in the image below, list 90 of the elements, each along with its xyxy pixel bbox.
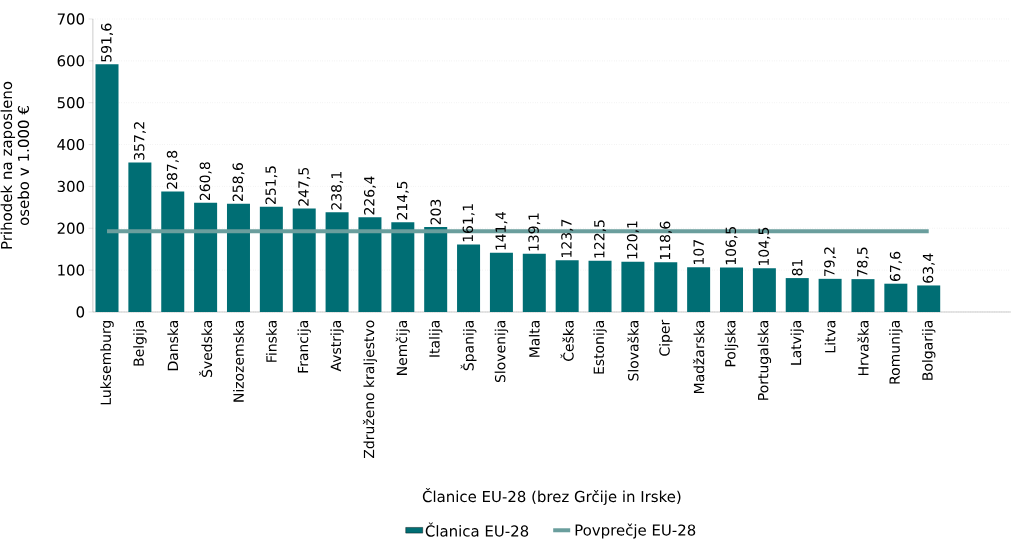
data-label: 104,5 <box>758 227 771 266</box>
x-tick-label: Luksemburg <box>100 321 114 405</box>
data-label: 67,6 <box>889 251 902 282</box>
x-tick-label: Češka <box>560 321 574 361</box>
bar <box>391 222 415 312</box>
x-tick-label: Romunija <box>889 321 903 384</box>
x-tick-label: Hrvaška <box>857 321 869 376</box>
data-label: 226,4 <box>363 176 376 215</box>
y-axis-title: Prihodek na zaposleno osebo v 1.000 € <box>0 81 30 249</box>
data-label: 107 <box>693 240 704 264</box>
bar <box>621 261 645 312</box>
bar <box>851 279 875 312</box>
bar <box>752 268 776 312</box>
bar <box>917 285 941 312</box>
bar <box>555 260 579 312</box>
bar <box>128 162 152 312</box>
x-tick-label: Združeno kraljestvo <box>362 320 377 459</box>
data-label: 591,6 <box>101 23 113 62</box>
x-tick-label: Avstrija <box>330 321 344 372</box>
data-label: 247,5 <box>298 167 311 206</box>
x-tick-label: Italija <box>428 321 443 357</box>
bar <box>687 267 711 312</box>
bar <box>194 202 218 312</box>
data-label: 203 <box>430 199 441 225</box>
x-axis-title: Članice EU-28 (brez Grčije in Irske) <box>422 488 681 506</box>
bar <box>226 203 250 312</box>
bar <box>522 253 546 312</box>
x-tick-label: Poljska <box>724 321 739 367</box>
bar <box>654 262 678 312</box>
x-tick-label: Danska <box>167 321 179 371</box>
x-tick-label: Madžarska <box>692 321 705 394</box>
data-label: 214,5 <box>396 181 409 220</box>
legend-label: Članica EU-28 <box>425 522 529 537</box>
data-label: 120,1 <box>626 221 639 259</box>
x-tick-label: Nemčija <box>395 321 410 375</box>
data-label: 122,5 <box>594 220 607 258</box>
data-label: 106,5 <box>725 227 738 265</box>
y-tick-label: 600 <box>57 55 85 67</box>
data-label: 141,4 <box>495 211 508 250</box>
y-tick-label: 400 <box>57 138 85 151</box>
data-label: 118,6 <box>659 221 672 260</box>
data-label: 139,1 <box>528 213 541 251</box>
x-tick-label: Malta <box>528 321 540 357</box>
x-tick-label: Estonija <box>593 321 607 374</box>
x-tick-label: Bolgarija <box>921 321 936 380</box>
data-label: 63,4 <box>922 253 935 283</box>
x-tick-label: Belgija <box>133 321 147 366</box>
y-tick-label: 500 <box>57 97 85 109</box>
bar <box>884 283 908 312</box>
data-label: 78,5 <box>856 247 869 277</box>
data-label: 238,1 <box>331 171 344 210</box>
x-tick-label: Španija <box>460 321 477 371</box>
y-tick-label: 100 <box>58 264 85 276</box>
data-label: 260,8 <box>199 162 212 201</box>
bar <box>325 212 349 312</box>
bar <box>161 191 185 312</box>
bar <box>95 64 119 312</box>
x-tick-label: Švedska <box>199 321 213 378</box>
data-label: 251,5 <box>265 166 278 204</box>
x-tick-label: Latvija <box>790 321 804 365</box>
bar <box>818 278 842 312</box>
x-tick-label: Litva <box>824 321 836 353</box>
bar <box>489 252 513 312</box>
bar <box>785 278 809 312</box>
data-label: 81 <box>791 259 803 276</box>
data-label: 79,2 <box>824 247 837 276</box>
x-tick-label: Nizozemska <box>233 321 244 402</box>
bar <box>358 217 382 312</box>
data-label: 258,6 <box>232 163 245 202</box>
data-label: 123,7 <box>561 219 574 257</box>
x-tick-label: Ciper <box>659 319 673 356</box>
y-tick-label: 200 <box>57 222 85 234</box>
bar <box>457 244 481 312</box>
y-tick-label: 700 <box>57 13 85 25</box>
y-tick-label: 300 <box>57 180 85 193</box>
bar <box>292 208 316 312</box>
data-label: 357,2 <box>133 122 146 160</box>
y-tick-label: 0 <box>76 306 85 318</box>
legend-label: Povprečje EU-28 <box>575 523 696 539</box>
x-tick-label: Finska <box>265 321 277 362</box>
x-tick-label: Portugalska <box>757 321 772 400</box>
x-tick-label: Slovaška <box>627 321 639 381</box>
data-label: 287,8 <box>166 150 179 189</box>
data-label: 161,1 <box>462 204 475 242</box>
bar <box>424 227 448 312</box>
x-tick-label: Slovenija <box>494 321 509 383</box>
bar <box>720 267 744 312</box>
bar <box>259 206 283 312</box>
bar <box>588 260 612 312</box>
x-tick-label: Francija <box>297 321 311 373</box>
